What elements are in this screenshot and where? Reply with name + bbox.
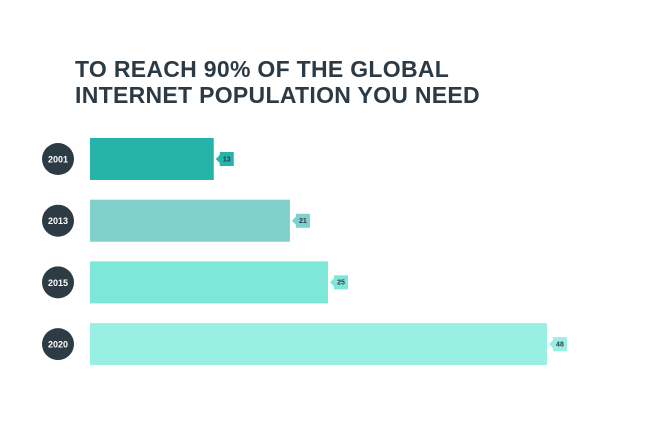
value-label: 48 <box>556 341 564 348</box>
bar <box>90 138 214 180</box>
category-badge <box>42 266 74 299</box>
category-badge <box>42 204 74 237</box>
bar <box>90 323 547 366</box>
value-tag <box>548 337 567 352</box>
chart-title: TO REACH 90% OF THE GLOBAL <box>75 56 449 82</box>
value-label: 25 <box>337 280 345 287</box>
value-label: 13 <box>223 156 231 163</box>
category-badge <box>42 328 74 361</box>
chart-title: INTERNET POPULATION YOU NEED <box>75 82 480 108</box>
category-label: 2015 <box>48 278 68 288</box>
category-badge <box>42 143 74 175</box>
category-label: 2013 <box>48 216 68 226</box>
value-label: 21 <box>299 218 307 225</box>
bar <box>90 261 328 304</box>
value-tag <box>291 213 310 228</box>
bar <box>90 199 290 242</box>
value-tag <box>215 152 234 166</box>
category-label: 2020 <box>48 339 68 349</box>
value-tag <box>330 275 348 290</box>
category-label: 2001 <box>48 154 68 164</box>
